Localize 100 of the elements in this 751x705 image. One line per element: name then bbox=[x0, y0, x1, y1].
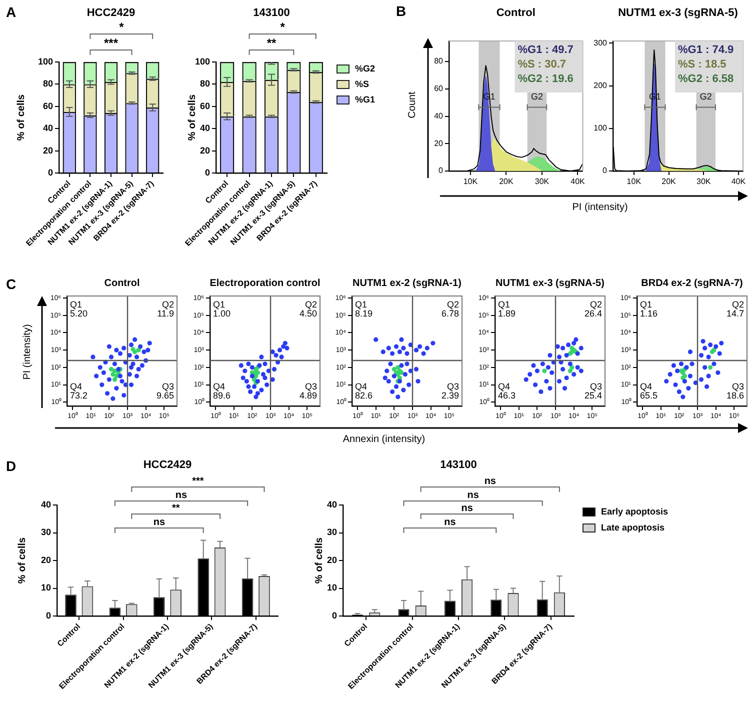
annotation: Q3 bbox=[162, 381, 174, 392]
x-tick-label: 20K bbox=[499, 177, 514, 186]
y-tick-label: 40 bbox=[42, 123, 53, 134]
annotation: 1.16 bbox=[640, 308, 658, 318]
annotation: Q1 bbox=[355, 299, 368, 310]
legend-label: Early apoptosis bbox=[601, 506, 668, 516]
text: C bbox=[6, 276, 16, 292]
y-tick-label: 40 bbox=[434, 111, 444, 120]
annotation: 65.5 bbox=[640, 390, 658, 400]
annotation: Q4 bbox=[355, 381, 368, 392]
x-axis-title: Annexin (intensity) bbox=[342, 434, 426, 446]
annotation: %G2 : 6.58 bbox=[678, 73, 734, 86]
x-tick-label: 20K bbox=[662, 177, 677, 186]
annotation: Q2 bbox=[304, 299, 316, 310]
y-tick-label: 0 bbox=[332, 610, 337, 620]
x-tick-label: 10K bbox=[626, 177, 642, 186]
chart-title: Control bbox=[104, 278, 140, 289]
annotation: Q1 bbox=[212, 299, 225, 310]
chart-title: NUTM1 ex-2 (sgRNA-1) bbox=[352, 278, 462, 289]
text: *** bbox=[104, 36, 118, 50]
band-label: G2 bbox=[530, 91, 543, 102]
annotation: Q1 bbox=[640, 299, 652, 310]
annotation: 4.89 bbox=[298, 390, 316, 400]
y-tick-label: 300 bbox=[594, 38, 608, 48]
annotation: Q3 bbox=[446, 381, 459, 392]
x-tick-label: 40K bbox=[731, 177, 746, 186]
annotation: 26.4 bbox=[584, 308, 602, 318]
chart-title: BRD4 ex-2 (sgRNA-7) bbox=[641, 278, 743, 289]
y-tick-label: 40 bbox=[40, 499, 51, 510]
y-tick-label: 20 bbox=[326, 554, 337, 565]
text: * bbox=[119, 20, 124, 34]
chart-title: Control bbox=[496, 7, 536, 20]
text: ns bbox=[175, 490, 188, 501]
annotation: Q2 bbox=[446, 299, 459, 310]
text: ns bbox=[484, 476, 496, 487]
y-axis-title: Count bbox=[407, 92, 419, 118]
y-tick-label: 80 bbox=[42, 78, 53, 89]
annotation: Q4 bbox=[70, 381, 82, 392]
text: ** bbox=[266, 36, 276, 50]
y-tick-label: 100 bbox=[594, 124, 608, 133]
annotation: 8.19 bbox=[355, 308, 373, 318]
y-axis-title: PI (intensity) bbox=[22, 324, 34, 380]
text: *** bbox=[192, 476, 204, 487]
y-tick-label: 0 bbox=[438, 166, 444, 176]
annotation: 25.4 bbox=[584, 390, 602, 400]
y-tick-label: 20 bbox=[40, 554, 51, 565]
annotation: Q2 bbox=[162, 299, 174, 310]
annotation: 4.50 bbox=[298, 308, 316, 318]
chart-title: HCC2429 bbox=[86, 7, 136, 20]
y-tick-label: 60 bbox=[434, 84, 444, 94]
y-tick-label: 0 bbox=[46, 610, 51, 620]
chart-title: NUTM1 ex-3 (sgRNA-5) bbox=[495, 278, 604, 289]
y-tick-label: 100 bbox=[194, 56, 210, 66]
y-axis-title: % of cells bbox=[16, 94, 27, 141]
annotation: 46.3 bbox=[498, 390, 516, 400]
annotation: Q4 bbox=[498, 381, 510, 392]
annotation: Q1 bbox=[70, 299, 82, 310]
y-tick-label: 80 bbox=[200, 78, 210, 89]
legend-label: %G2 bbox=[355, 63, 376, 74]
annotation: 82.6 bbox=[355, 390, 373, 400]
text: D bbox=[6, 458, 16, 474]
annotation: %S : 18.5 bbox=[678, 58, 726, 71]
y-axis-title: % of cells bbox=[314, 537, 325, 584]
y-tick-label: 0 bbox=[204, 167, 210, 178]
annotation: Q3 bbox=[304, 381, 316, 392]
annotation: 6.78 bbox=[441, 308, 459, 318]
annotation: ns bbox=[461, 503, 474, 514]
text: B bbox=[396, 3, 406, 19]
annotation: 73.2 bbox=[70, 390, 88, 400]
y-tick-label: 20 bbox=[42, 145, 53, 156]
y-tick-label: 60 bbox=[42, 100, 53, 111]
chart-title: NUTM1 ex-3 (sgRNA-5) bbox=[618, 7, 738, 20]
annotation: ns bbox=[153, 517, 166, 528]
y-tick-label: 40 bbox=[326, 499, 337, 510]
legend-label: Late apoptosis bbox=[601, 522, 665, 532]
chart-title: 143100 bbox=[253, 7, 290, 20]
annotation: 9.65 bbox=[156, 390, 174, 400]
y-tick-label: 20 bbox=[434, 138, 444, 148]
annotation: %G1 : 74.9 bbox=[678, 44, 734, 56]
legend-label: %S bbox=[355, 78, 370, 89]
annotation: 89.6 bbox=[212, 390, 230, 400]
annotation: Q2 bbox=[589, 299, 602, 310]
y-tick-label: 10 bbox=[326, 582, 337, 593]
annotation: %G2 : 19.6 bbox=[518, 73, 574, 86]
annotation: ** bbox=[172, 503, 180, 514]
y-axis-title: % of cells bbox=[16, 537, 28, 584]
y-tick-label: 80 bbox=[434, 56, 444, 66]
annotation: 5.20 bbox=[70, 308, 88, 318]
text: A bbox=[6, 4, 16, 20]
annotation: 18.6 bbox=[726, 390, 744, 400]
annotation: 1.00 bbox=[212, 308, 230, 318]
annotation: 1.89 bbox=[498, 308, 516, 318]
text: ns bbox=[467, 490, 480, 501]
y-axis-title: % of cells bbox=[186, 94, 198, 141]
y-tick-label: 0 bbox=[48, 167, 53, 178]
x-tick-label: 10K bbox=[463, 177, 478, 186]
x-tick-label: 30K bbox=[534, 177, 550, 186]
annotation: 14.7 bbox=[726, 308, 744, 318]
x-tick-label: 30K bbox=[696, 177, 712, 186]
annotation: Q3 bbox=[589, 381, 602, 392]
